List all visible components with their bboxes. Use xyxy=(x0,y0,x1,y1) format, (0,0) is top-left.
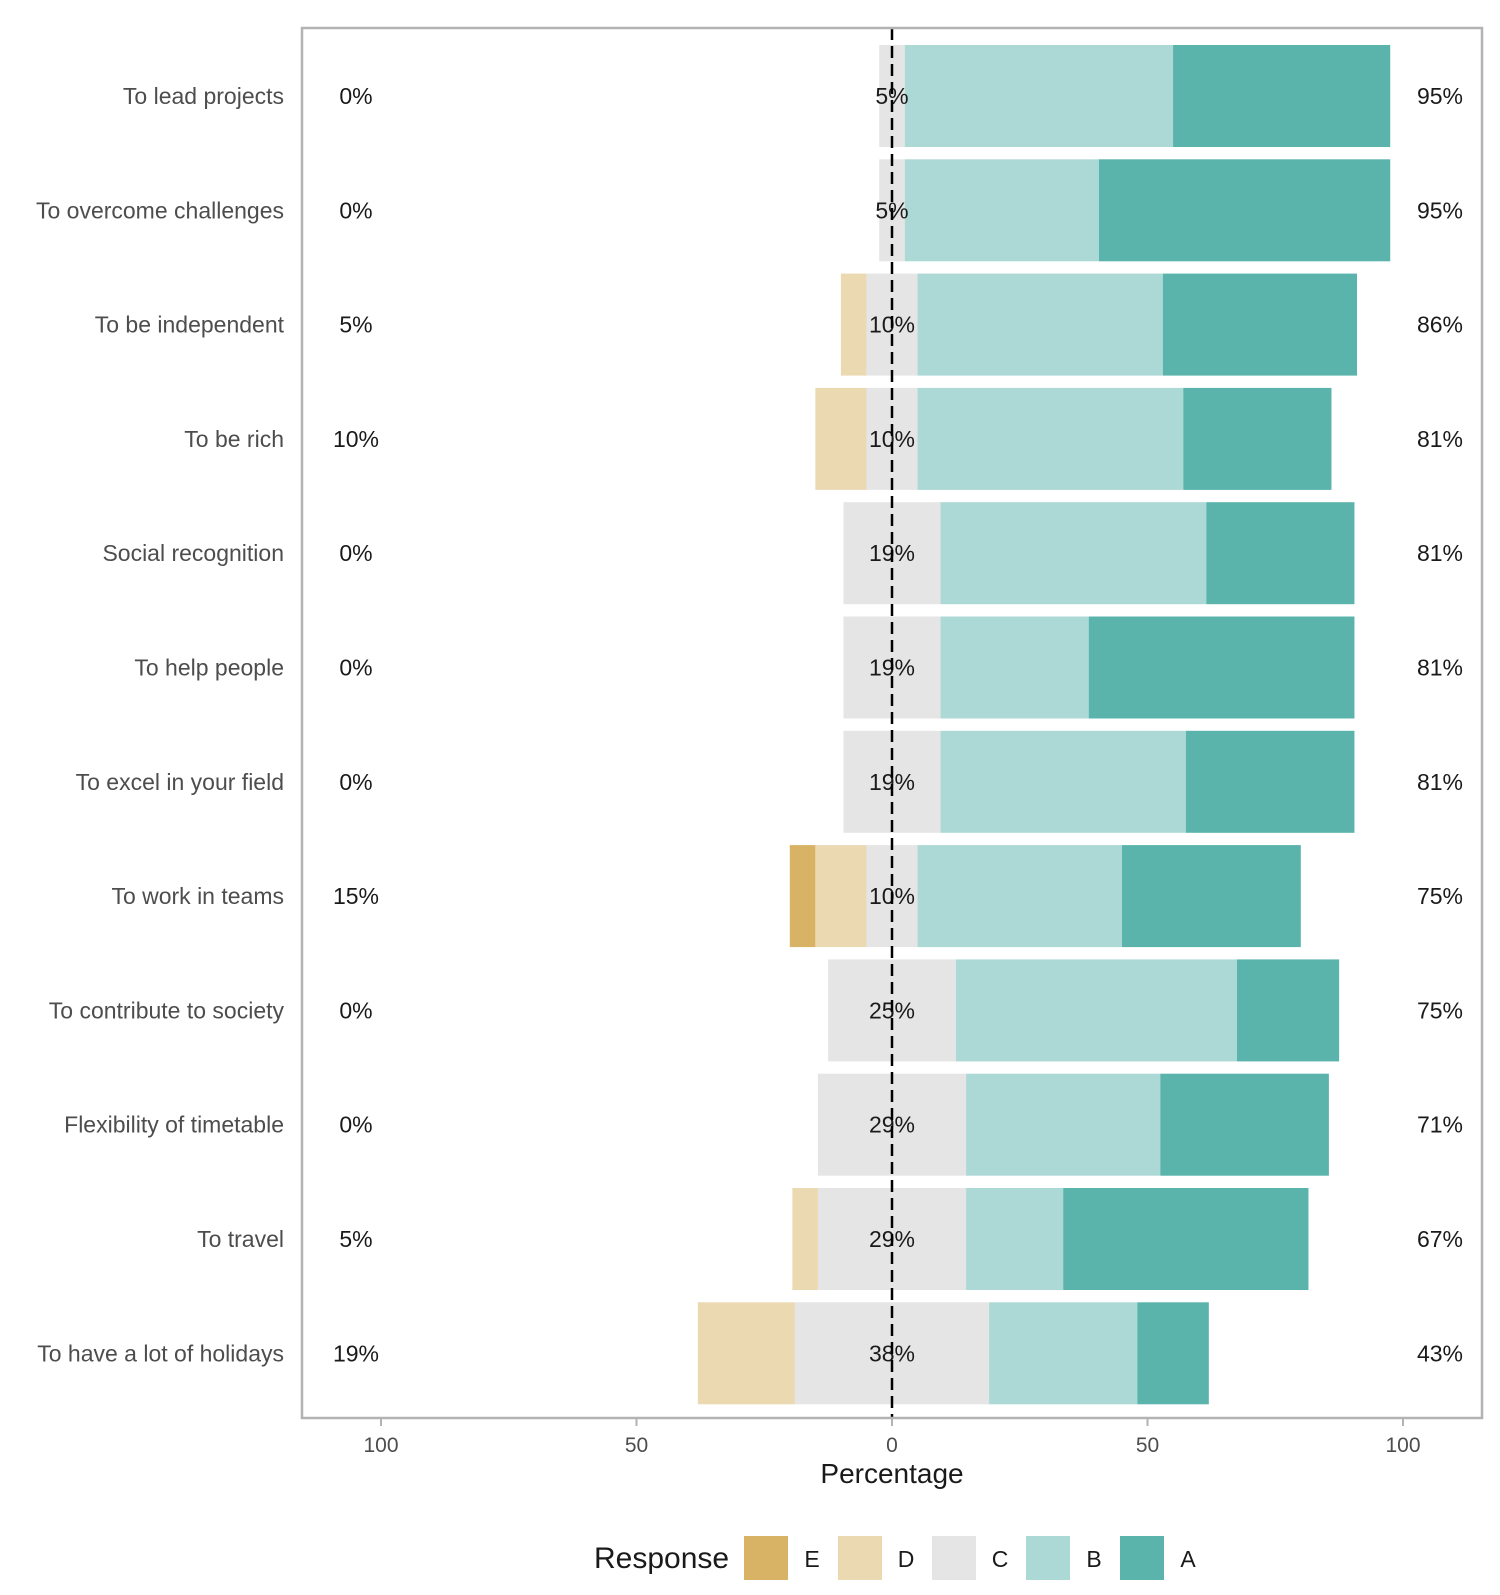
category-label: To be independent xyxy=(95,312,285,338)
legend: Response E D C B A xyxy=(594,1536,1196,1580)
bar-segment-d xyxy=(697,1302,795,1405)
low-percent-label: 15% xyxy=(333,883,379,909)
ticks-layer: 100 50 0 50 100 xyxy=(363,1418,1421,1457)
x-axis-title: Percentage xyxy=(820,1458,963,1489)
bar-segment-d xyxy=(792,1188,818,1290)
x-tick-label: 100 xyxy=(363,1434,398,1457)
bar-segment-a xyxy=(1236,959,1340,1062)
bar-segment-b xyxy=(917,273,1163,376)
low-percent-label: 19% xyxy=(333,1340,379,1366)
category-label: To help people xyxy=(134,655,284,681)
low-percent-label: 5% xyxy=(339,312,372,338)
low-percent-label: 5% xyxy=(339,1226,372,1252)
low-percent-label: 0% xyxy=(339,83,372,109)
category-label: Flexibility of timetable xyxy=(64,1112,284,1138)
category-label: To contribute to society xyxy=(49,997,285,1023)
bar-segment-a xyxy=(1088,616,1355,719)
category-label: To excel in your field xyxy=(76,769,284,795)
legend-swatch-e xyxy=(744,1536,788,1580)
category-label: To work in teams xyxy=(111,883,284,909)
bar-segment-a xyxy=(1098,159,1391,262)
x-tick-label: 50 xyxy=(625,1434,648,1457)
x-tick-label: 0 xyxy=(886,1434,898,1457)
high-percent-label: 86% xyxy=(1417,312,1463,338)
x-tick-label: 50 xyxy=(1136,1434,1159,1457)
bar-segment-b xyxy=(955,959,1237,1062)
bar-segment-b xyxy=(940,616,1089,719)
bar-segment-a xyxy=(1185,730,1355,833)
low-percent-label: 10% xyxy=(333,426,379,452)
category-label: To overcome challenges xyxy=(36,197,284,223)
high-percent-label: 81% xyxy=(1417,540,1463,566)
bar-segment-a xyxy=(1137,1302,1209,1405)
high-percent-label: 75% xyxy=(1417,883,1463,909)
legend-label: C xyxy=(992,1546,1009,1572)
bar-segment-a xyxy=(1162,273,1358,376)
bar-segment-b xyxy=(917,387,1184,490)
bar-segment-a xyxy=(1173,45,1391,147)
bar-segment-d xyxy=(840,273,867,376)
bar-segment-e xyxy=(789,845,816,948)
high-percent-label: 81% xyxy=(1417,769,1463,795)
low-percent-label: 0% xyxy=(339,769,372,795)
low-percent-label: 0% xyxy=(339,197,372,223)
high-percent-label: 75% xyxy=(1417,997,1463,1023)
legend-label: D xyxy=(898,1546,915,1572)
category-label: Social recognition xyxy=(102,540,284,566)
legend-swatch-a xyxy=(1120,1536,1164,1580)
bar-segment-d xyxy=(815,845,867,948)
bar-segment-a xyxy=(1160,1073,1329,1176)
bar-segment-b xyxy=(966,1073,1161,1176)
legend-title: Response xyxy=(594,1542,729,1575)
bar-segment-b xyxy=(940,730,1186,833)
legend-swatch-d xyxy=(838,1536,882,1580)
bar-segment-a xyxy=(1206,502,1355,605)
bar-segment-a xyxy=(1183,387,1332,490)
bar-segment-a xyxy=(1121,845,1301,948)
high-percent-label: 67% xyxy=(1417,1226,1463,1252)
category-label: To travel xyxy=(197,1226,284,1252)
high-percent-label: 43% xyxy=(1417,1340,1463,1366)
low-percent-label: 0% xyxy=(339,997,372,1023)
bar-segment-b xyxy=(904,159,1099,262)
bar-segment-b xyxy=(940,502,1207,605)
low-percent-label: 0% xyxy=(339,540,372,566)
bar-segment-a xyxy=(1063,1188,1309,1290)
high-percent-label: 95% xyxy=(1417,83,1463,109)
bars-layer xyxy=(697,45,1391,1405)
legend-swatch-b xyxy=(1026,1536,1070,1580)
legend-label: E xyxy=(804,1546,819,1572)
high-percent-label: 95% xyxy=(1417,197,1463,223)
bar-segment-b xyxy=(917,845,1122,948)
high-percent-label: 71% xyxy=(1417,1112,1463,1138)
bar-segment-d xyxy=(815,387,867,490)
legend-label: A xyxy=(1180,1546,1196,1572)
low-percent-label: 0% xyxy=(339,1112,372,1138)
labels-layer: To lead projects 0% 5% 95% To overcome chall… xyxy=(36,28,1463,1418)
category-label: To be rich xyxy=(184,426,284,452)
bar-segment-b xyxy=(966,1188,1064,1290)
x-tick-label: 100 xyxy=(1385,1434,1420,1457)
category-label: To have a lot of holidays xyxy=(37,1340,284,1366)
low-percent-label: 0% xyxy=(339,655,372,681)
bar-segment-c xyxy=(866,387,918,490)
bar-segment-c xyxy=(843,730,941,833)
legend-label: B xyxy=(1086,1546,1101,1572)
category-label: To lead projects xyxy=(123,83,284,109)
bar-segment-b xyxy=(904,45,1174,147)
legend-swatch-c xyxy=(932,1536,976,1580)
high-percent-label: 81% xyxy=(1417,655,1463,681)
bar-segment-b xyxy=(989,1302,1138,1405)
high-percent-label: 81% xyxy=(1417,426,1463,452)
